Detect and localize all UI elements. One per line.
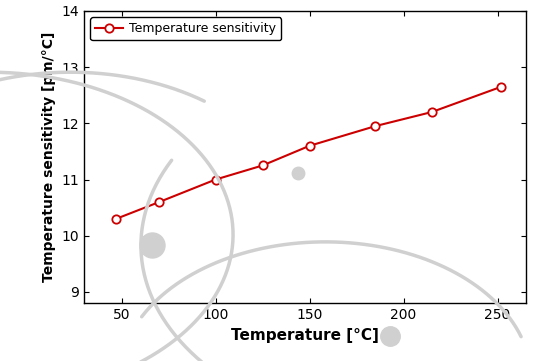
- Legend: Temperature sensitivity: Temperature sensitivity: [91, 17, 281, 40]
- Temperature sensitivity: [156, 200, 163, 204]
- Y-axis label: Temperature sensitivity [pm/°C]: Temperature sensitivity [pm/°C]: [42, 32, 56, 282]
- Temperature sensitivity: [306, 144, 313, 148]
- X-axis label: Temperature [°C]: Temperature [°C]: [231, 328, 379, 343]
- Temperature sensitivity: [429, 110, 435, 114]
- Line: Temperature sensitivity: Temperature sensitivity: [112, 83, 506, 223]
- Temperature sensitivity: [498, 84, 505, 89]
- Temperature sensitivity: [259, 163, 266, 168]
- Temperature sensitivity: [212, 177, 219, 182]
- Temperature sensitivity: [113, 217, 119, 221]
- Temperature sensitivity: [372, 124, 379, 128]
